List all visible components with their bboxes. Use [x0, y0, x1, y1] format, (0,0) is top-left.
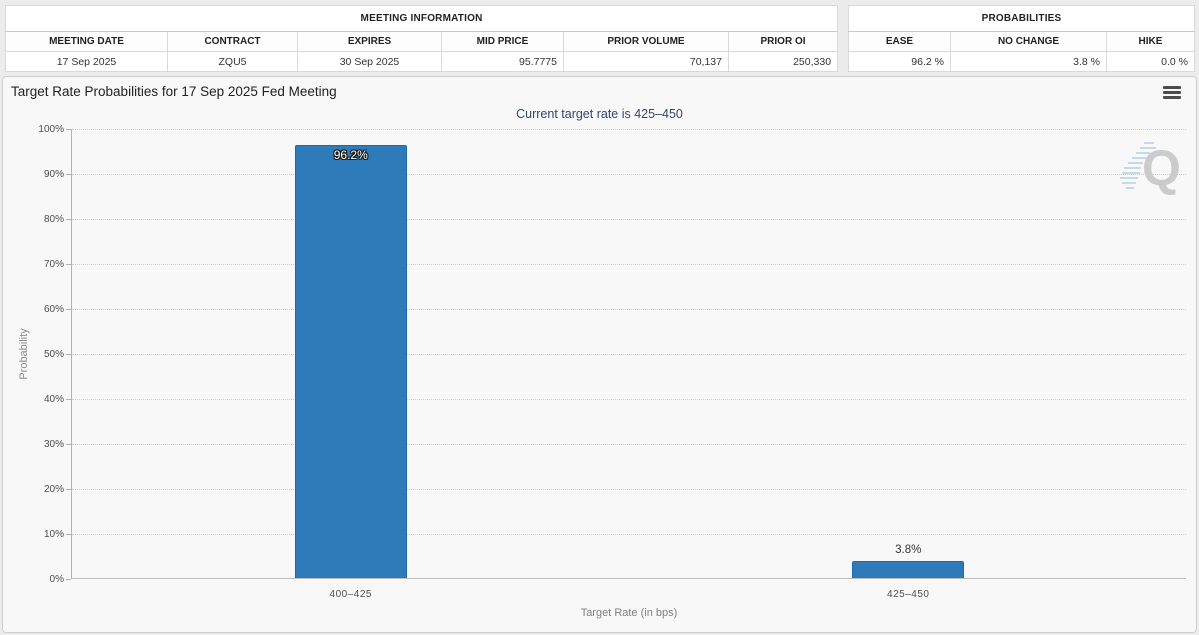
bar-value-label: 3.8%	[895, 543, 922, 556]
gridline-60	[72, 309, 1186, 310]
y-tick-mark-10	[66, 534, 71, 535]
column-header-contract: CONTRACT	[167, 31, 298, 52]
gridline-70	[72, 264, 1186, 265]
value-mid-price: 95.7775	[441, 51, 564, 72]
y-tick-mark-40	[66, 399, 71, 400]
current-target-rate-subtitle: Current target rate is 425–450	[516, 107, 683, 121]
y-tick-label-60: 60%	[43, 304, 64, 315]
value-expires: 30 Sep 2025	[297, 51, 442, 72]
y-tick-mark-20	[66, 489, 71, 490]
gridline-40	[72, 399, 1186, 400]
x-axis-title: Target Rate (in bps)	[580, 607, 678, 619]
y-tick-label-20: 20%	[43, 484, 64, 495]
meeting-information-title: MEETING INFORMATION	[4, 5, 839, 32]
bar-400-425[interactable]: 96.2%	[294, 145, 407, 578]
y-tick-mark-80	[66, 219, 71, 220]
column-header-prior-oi: PRIOR OI	[727, 31, 839, 52]
column-header-mid-price: MID PRICE	[441, 31, 564, 52]
y-tick-label-50: 50%	[43, 349, 64, 360]
y-tick-label-30: 30%	[43, 439, 64, 450]
y-tick-mark-60	[66, 309, 71, 310]
column-header-prior-volume: PRIOR VOLUME	[563, 31, 729, 52]
y-tick-mark-70	[66, 264, 71, 265]
y-tick-mark-100	[66, 129, 71, 130]
value-no-change: 3.8 %	[950, 51, 1107, 72]
value-meeting-date: 17 Sep 2025	[5, 51, 168, 72]
gridline-30	[72, 444, 1186, 445]
gridline-10	[72, 534, 1186, 535]
column-header-expires: EXPIRES	[297, 31, 442, 52]
y-tick-mark-50	[66, 354, 71, 355]
y-tick-label-80: 80%	[43, 214, 64, 225]
x-category-label: 425–450	[887, 589, 930, 600]
value-prior-volume: 70,137	[563, 51, 729, 72]
hamburger-menu-icon[interactable]	[1163, 86, 1181, 100]
y-tick-label-40: 40%	[43, 394, 64, 405]
y-tick-label-90: 90%	[43, 169, 64, 180]
bar-value-label: 96.2%	[333, 148, 368, 163]
value-prior-oi: 250,330	[727, 51, 839, 72]
y-tick-label-70: 70%	[43, 259, 64, 270]
chart-panel: Target Rate Probabilities for 17 Sep 202…	[2, 76, 1197, 633]
column-header-no-change: NO CHANGE	[950, 31, 1107, 52]
gridline-90	[72, 174, 1186, 175]
column-header-hike: HIKE	[1105, 31, 1196, 52]
gridline-50	[72, 354, 1186, 355]
y-tick-mark-0	[66, 579, 71, 580]
meeting-information-table: MEETING INFORMATION MEETING DATE CONTRACT…	[4, 5, 839, 72]
y-tick-mark-90	[66, 174, 71, 175]
y-tick-label-100: 100%	[38, 124, 64, 135]
bar-425-450[interactable]: 3.8%	[852, 544, 965, 578]
column-header-meeting-date: MEETING DATE	[5, 31, 168, 52]
chart-title: Target Rate Probabilities for 17 Sep 202…	[11, 84, 337, 99]
probabilities-table: PROBABILITIES EASE NO CHANGE HIKE 96.2 % 3.…	[847, 5, 1196, 72]
y-tick-label-0: 0%	[49, 574, 64, 585]
y-tick-label-10: 10%	[43, 529, 64, 540]
gridline-100	[72, 129, 1186, 130]
value-contract: ZQU5	[167, 51, 298, 72]
value-hike: 0.0 %	[1105, 51, 1196, 72]
quikstrike-watermark-icon: Q	[1116, 135, 1182, 206]
x-category-label: 400–425	[329, 589, 372, 600]
gridline-20	[72, 489, 1186, 490]
gridline-80	[72, 219, 1186, 220]
probabilities-title: PROBABILITIES	[847, 5, 1196, 32]
column-header-ease: EASE	[848, 31, 951, 52]
y-tick-mark-30	[66, 444, 71, 445]
bar-chart-plot-area: Probability 0% 10% 20% 30% 40% 50% 60% 70% 80% 90…	[18, 124, 1186, 619]
value-ease: 96.2 %	[848, 51, 951, 72]
svg-text:Q: Q	[1142, 140, 1181, 196]
